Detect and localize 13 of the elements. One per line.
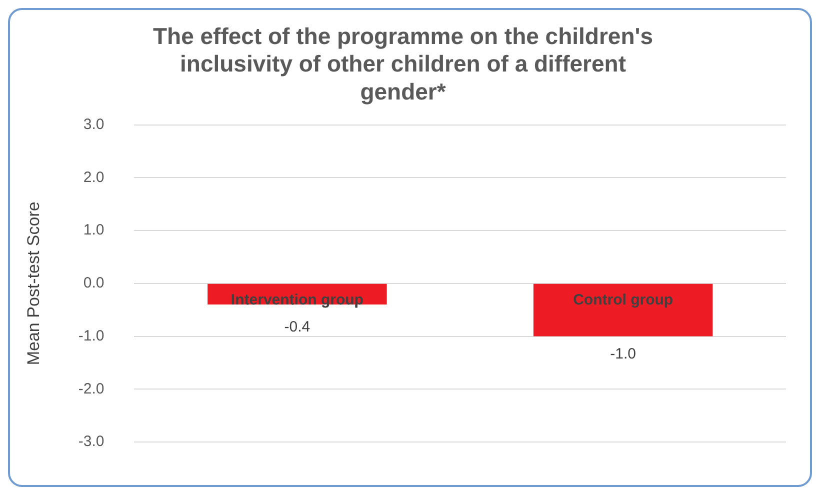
chart-title: The effect of the programme on the children's inclusivity of other children of a different gender* (152, 23, 654, 104)
y-tick-label: -2.0 (78, 380, 104, 398)
x-tick-label: Control group (573, 292, 674, 309)
y-tick-label: -3.0 (78, 433, 104, 450)
y-axis-title: Mean Post-test Score (24, 202, 43, 366)
data-label: -1.0 (610, 345, 636, 362)
y-tick-label: 3.0 (83, 116, 104, 133)
x-tick-label: Intervention group (230, 292, 364, 309)
data-label: -0.4 (284, 318, 310, 336)
y-tick-label: 0.0 (83, 274, 104, 292)
y-tick-label: 1.0 (83, 222, 104, 239)
y-tick-label: -1.0 (78, 327, 104, 344)
y-tick-label: 2.0 (83, 168, 104, 186)
